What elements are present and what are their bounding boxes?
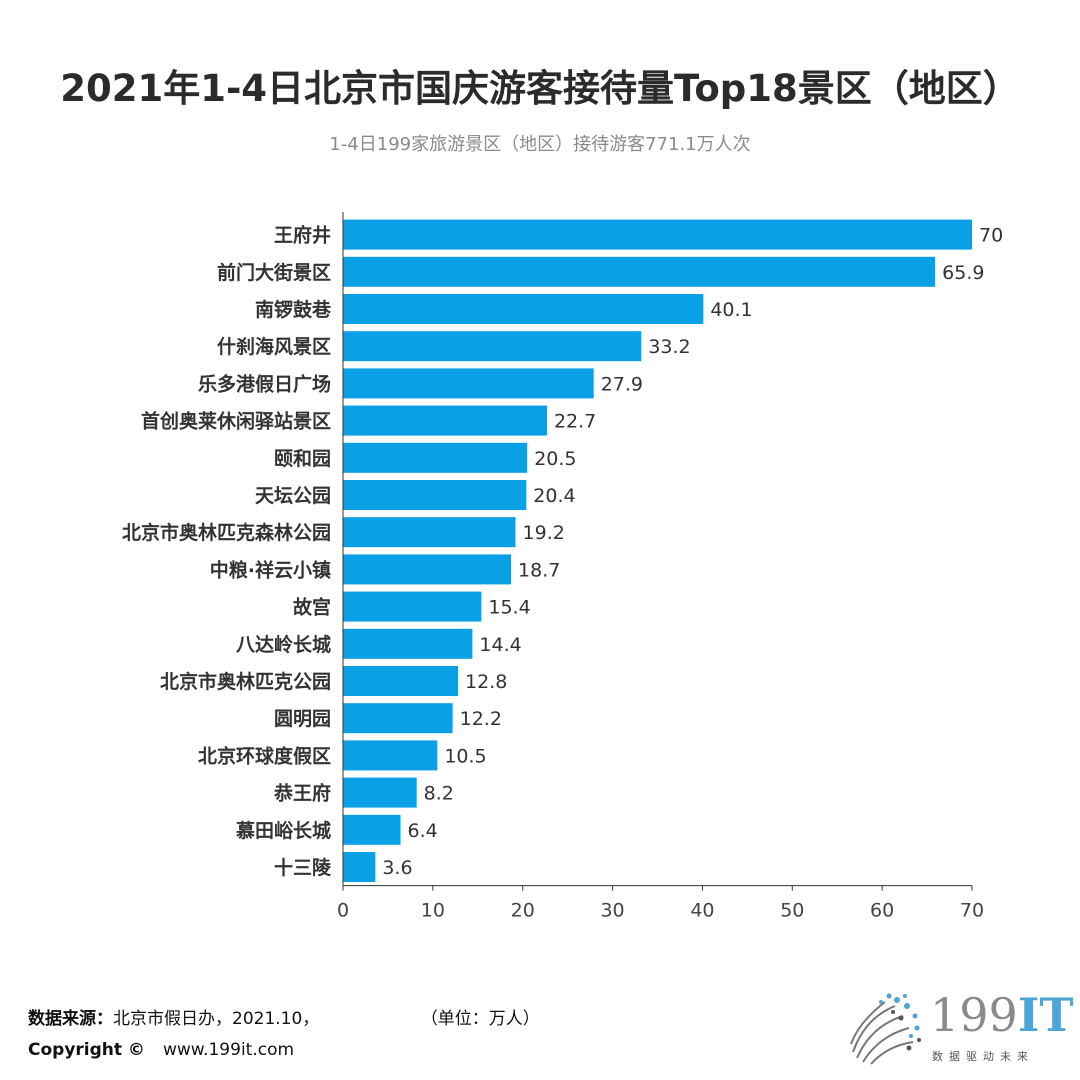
bar [343,219,972,250]
value-label: 70 [979,225,1003,247]
value-label: 12.8 [465,671,507,693]
x-tick-label: 50 [780,900,804,922]
source-label: 数据来源： [28,1009,113,1029]
category-label: 北京环球度假区 [198,744,331,767]
bar [343,405,547,436]
bar [343,777,417,808]
bar [343,442,528,473]
x-tick-label: 40 [690,900,714,922]
chart-title: 2021年1-4日北京市国庆游客接待量Top18景区（地区） [60,67,1020,110]
value-label: 19.2 [523,522,565,544]
category-label: 十三陵 [274,856,332,879]
logo-icon [850,993,921,1065]
x-tick-label: 10 [421,900,445,922]
value-label: 22.7 [554,411,596,433]
value-label: 3.6 [382,857,412,879]
category-label: 天坛公园 [255,485,331,507]
x-tick-label: 20 [511,900,535,922]
x-tick-label: 70 [960,900,984,922]
bar-chart: 王府井 70 前门大街景区 65.9 南锣鼓巷 40.1 什刹海风景区 33.2 乐多港假日广场… [122,212,1003,922]
category-label: 故宫 [293,596,331,619]
category-label: 颐和园 [274,447,331,470]
bar [343,591,482,622]
bar [343,480,527,510]
bar [343,814,401,845]
category-label: 北京市奥林匹克森林公园 [122,521,331,544]
category-label: 什刹海风景区 [217,335,331,358]
value-label: 14.4 [479,634,521,656]
bar [343,628,473,659]
value-label: 15.4 [488,597,530,619]
website-link[interactable]: www.199it.com [162,1040,295,1060]
category-label: 圆明园 [274,708,331,730]
bar [343,852,376,882]
value-label: 8.2 [424,783,454,805]
category-label: 恭王府 [273,782,331,805]
bar [343,740,438,771]
unit-text: （单位：万人） [429,1009,540,1029]
data-source: 数据来源：北京市假日办，2021.10， （单位：万人） [28,1004,540,1029]
value-label: 10.5 [444,745,486,767]
value-label: 40.1 [710,299,752,321]
category-label: 首创奥莱休闲驿站景区 [141,410,331,433]
category-label: 中粮·祥云小镇 [210,558,331,581]
bar [343,294,704,324]
bar [343,517,516,548]
bar [343,368,594,399]
category-label: 前门大街景区 [217,261,331,284]
bar [343,554,512,585]
bar [343,256,936,287]
category-label: 慕田峪长城 [236,819,331,842]
category-label: 北京市奥林匹克公园 [160,670,331,693]
bar [343,331,642,362]
x-tick-label: 30 [600,900,624,922]
x-tick-label: 60 [870,900,894,922]
x-tick-label: 0 [337,900,349,922]
logo-wordmark: 199IT [930,988,1074,1042]
value-label: 12.2 [460,708,502,730]
value-label: 20.5 [534,448,576,470]
copyright: Copyright © www.199it.com [28,1040,294,1060]
value-label: 6.4 [408,820,438,842]
bar [343,703,453,734]
category-label: 王府井 [274,224,331,247]
value-label: 65.9 [942,262,984,284]
value-label: 18.7 [518,559,560,581]
bar [343,666,459,696]
copyright-label: Copyright © [28,1040,145,1060]
value-label: 20.4 [533,485,575,507]
chart-subtitle: 1-4日199家旅游景区（地区）接待游客771.1万人次 [329,134,751,155]
source-text: 北京市假日办，2021.10， [113,1009,320,1029]
category-label: 八达岭长城 [236,633,331,656]
value-label: 27.9 [601,373,643,395]
category-label: 乐多港假日广场 [198,372,331,395]
logo-tagline: 数据驱动未来 [932,1050,1034,1063]
category-label: 南锣鼓巷 [255,298,332,321]
value-label: 33.2 [648,336,690,358]
